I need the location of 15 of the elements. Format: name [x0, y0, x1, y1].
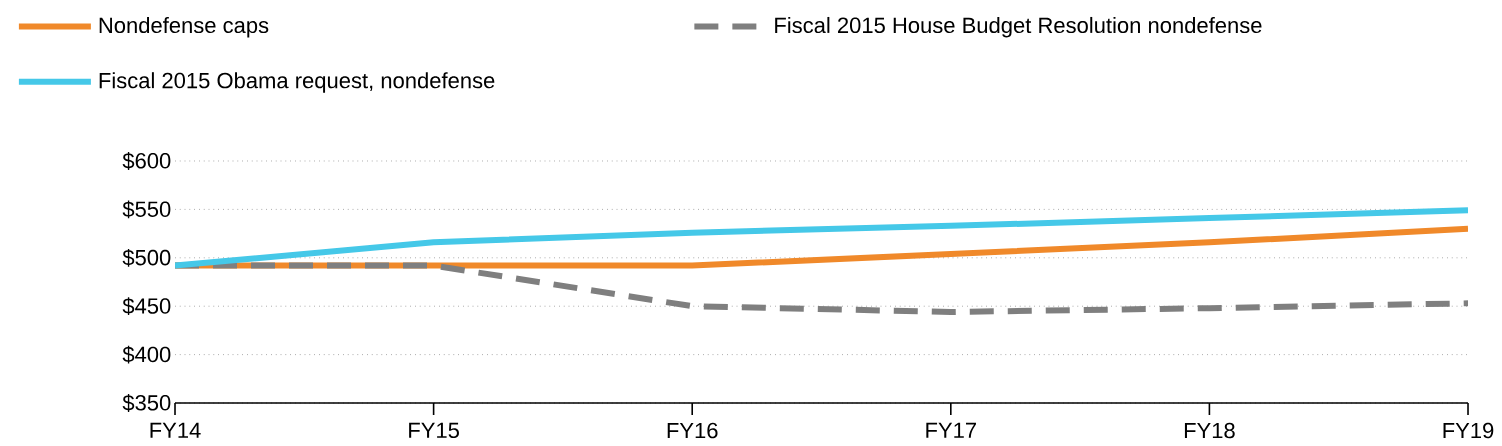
y-tick-label: $450	[122, 297, 171, 316]
x-tick-label: FY15	[409, 422, 459, 439]
x-tick-label: FY16	[667, 422, 718, 439]
y-tick-label: $400	[122, 345, 171, 364]
x-tick-label: FY14	[150, 422, 201, 439]
legend-label: Fiscal 2015 Obama request, nondefense	[99, 72, 495, 93]
y-tick-label: $600	[122, 152, 171, 171]
legend-label: Nondefense caps	[99, 17, 269, 38]
y-tick-label: $500	[122, 249, 171, 267]
y-tick-label: $350	[122, 394, 171, 413]
x-tick-label: FY17	[926, 422, 976, 439]
y-tick-label: $550	[122, 200, 171, 219]
legend-label: Fiscal 2015 House Budget Resolution nondefense	[775, 17, 1262, 38]
x-tick-label: FY18	[1184, 422, 1235, 439]
x-tick-label: FY19	[1443, 422, 1494, 439]
